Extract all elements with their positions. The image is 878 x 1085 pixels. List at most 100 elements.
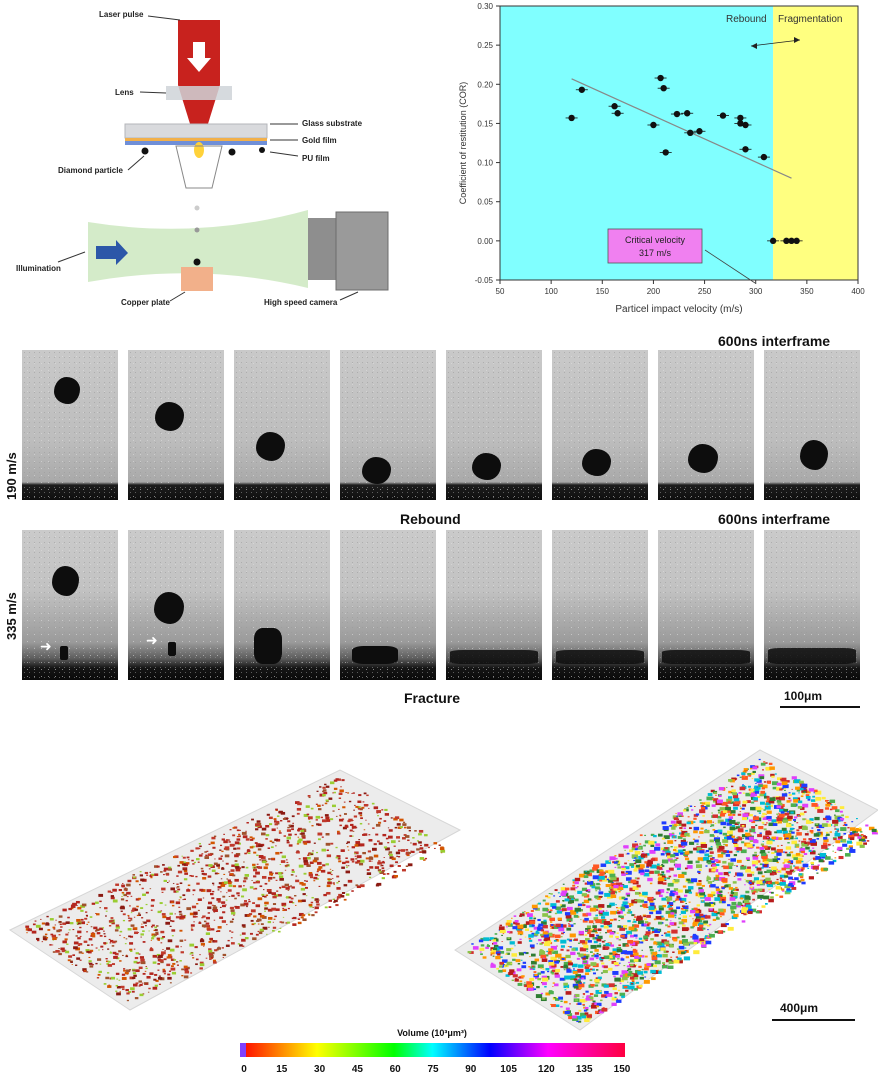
pore-voxel: [566, 927, 572, 931]
pore-voxel: [727, 892, 730, 894]
pore-voxel: [547, 896, 551, 899]
pore-voxel: [176, 961, 179, 963]
pore-voxel: [302, 836, 306, 839]
pore-voxel: [825, 831, 829, 834]
pore-voxel: [265, 838, 268, 840]
pore-voxel: [704, 897, 711, 901]
pore-voxel: [302, 918, 307, 922]
pore-voxel: [829, 808, 833, 811]
pore-voxel: [272, 921, 275, 923]
pore-voxel: [622, 909, 626, 912]
pore-voxel: [769, 891, 772, 894]
arrow-left-icon: [751, 43, 757, 49]
pore-voxel: [255, 933, 259, 936]
pore-voxel: [145, 925, 147, 927]
pore-voxel: [754, 791, 760, 794]
pore-voxel: [717, 819, 724, 824]
pore-voxel: [633, 859, 636, 862]
pore-voxel: [648, 906, 655, 910]
pore-voxel: [118, 889, 122, 892]
pore-voxel: [111, 963, 116, 966]
pore-voxel: [505, 953, 508, 955]
pore-voxel: [267, 847, 271, 849]
pore-voxel: [717, 809, 721, 812]
pore-voxel: [244, 852, 247, 855]
pore-voxel: [77, 937, 81, 940]
data-point: [660, 85, 667, 92]
pore-voxel: [137, 897, 141, 900]
pore-voxel: [569, 1003, 571, 1005]
pore-voxel: [605, 943, 611, 947]
pore-voxel: [572, 1017, 578, 1021]
pore-voxel: [638, 855, 644, 860]
pore-voxel: [776, 852, 782, 856]
pore-voxel: [352, 820, 354, 821]
pore-voxel: [797, 805, 803, 809]
pore-voxel: [810, 799, 816, 802]
pore-voxel: [709, 851, 714, 854]
pore-voxel: [372, 827, 375, 829]
pore-voxel: [784, 812, 790, 816]
gold-film-shape: [125, 138, 267, 141]
pore-voxel: [803, 811, 807, 813]
pore-voxel: [812, 850, 816, 852]
pore-voxel: [303, 842, 308, 845]
pore-voxel: [301, 914, 306, 917]
pore-voxel: [815, 790, 822, 795]
pore-voxel: [330, 871, 332, 873]
pore-voxel: [610, 889, 613, 891]
pore-voxel: [565, 1007, 570, 1010]
pore-voxel: [784, 851, 788, 854]
pore-voxel: [193, 861, 197, 864]
pore-voxel: [583, 875, 589, 879]
pore-voxel: [379, 817, 382, 820]
pore-voxel: [858, 834, 863, 837]
pore-voxel: [107, 948, 110, 950]
pore-voxel: [345, 792, 347, 793]
pore-voxel: [717, 811, 722, 814]
pore-voxel: [255, 828, 259, 831]
pore-voxel: [200, 867, 204, 870]
pore-voxel: [193, 921, 195, 923]
pore-voxel: [161, 887, 166, 891]
pore-voxel: [54, 924, 57, 926]
pore-voxel: [109, 939, 114, 943]
pore-voxel: [288, 896, 292, 899]
pore-voxel: [574, 938, 578, 941]
pore-voxel: [278, 872, 283, 875]
pore-voxel: [265, 834, 270, 837]
pore-voxel: [419, 851, 422, 853]
pore-voxel: [134, 956, 139, 960]
pore-voxel: [664, 941, 670, 945]
pore-voxel: [243, 902, 249, 906]
pore-voxel: [89, 916, 93, 918]
pore-voxel: [199, 967, 203, 970]
pore-voxel: [796, 832, 802, 836]
pore-voxel: [614, 992, 618, 995]
pore-voxel: [776, 782, 782, 786]
pore-voxel: [546, 932, 553, 937]
data-point: [673, 110, 681, 118]
pore-voxel: [837, 846, 843, 850]
pore-voxel: [483, 937, 490, 942]
pore-voxel: [694, 806, 696, 807]
pore-voxel: [424, 845, 426, 847]
pore-voxel: [198, 921, 201, 923]
pore-voxel: [191, 954, 194, 956]
pore-voxel: [829, 799, 836, 804]
pore-voxel: [574, 877, 581, 882]
pore-voxel: [142, 941, 146, 943]
pore-voxel: [676, 820, 682, 824]
pore-voxel: [384, 813, 390, 816]
pore-voxel: [495, 955, 501, 960]
pore-voxel: [863, 835, 866, 837]
pore-voxel: [678, 945, 685, 950]
pore-voxel: [742, 770, 747, 774]
pore-voxel: [70, 905, 76, 908]
pore-voxel: [150, 876, 153, 879]
pore-voxel: [302, 857, 308, 860]
pore-voxel: [544, 936, 551, 941]
pore-voxel: [563, 984, 570, 989]
pore-voxel: [381, 877, 385, 880]
pore-voxel: [712, 880, 715, 882]
